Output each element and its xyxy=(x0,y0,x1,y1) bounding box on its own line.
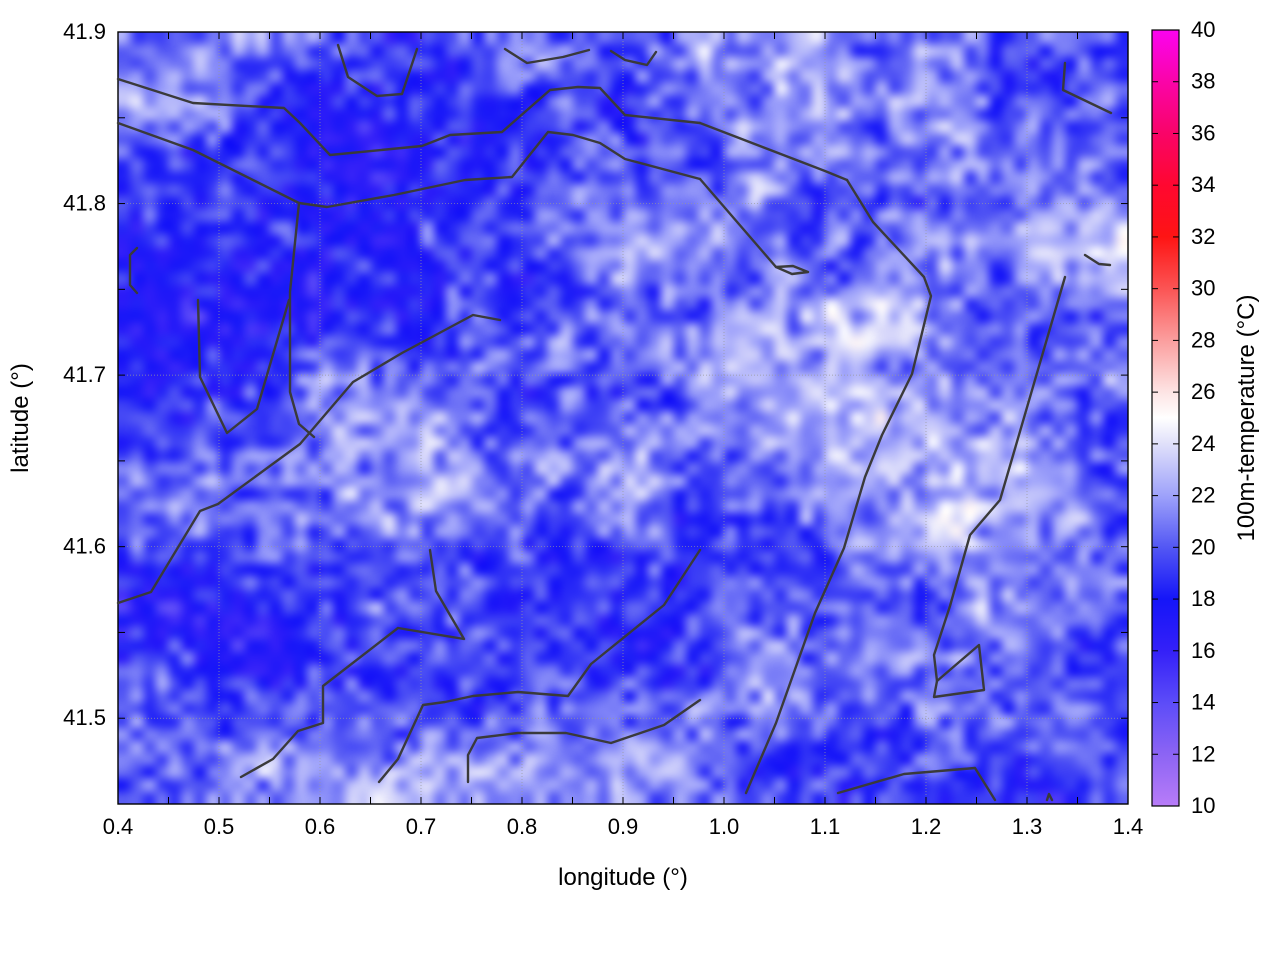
svg-text:41.9: 41.9 xyxy=(63,19,106,44)
svg-text:14: 14 xyxy=(1191,690,1215,715)
svg-text:0.8: 0.8 xyxy=(507,814,538,839)
svg-text:0.9: 0.9 xyxy=(608,814,639,839)
svg-text:0.6: 0.6 xyxy=(305,814,336,839)
svg-text:0.7: 0.7 xyxy=(406,814,437,839)
svg-text:12: 12 xyxy=(1191,741,1215,766)
svg-text:1.1: 1.1 xyxy=(810,814,841,839)
svg-text:24: 24 xyxy=(1191,431,1215,456)
svg-text:longitude (°): longitude (°) xyxy=(558,864,688,891)
svg-text:1.3: 1.3 xyxy=(1012,814,1043,839)
svg-text:32: 32 xyxy=(1191,224,1215,249)
svg-text:18: 18 xyxy=(1191,586,1215,611)
svg-text:30: 30 xyxy=(1191,276,1215,301)
svg-text:36: 36 xyxy=(1191,120,1215,145)
svg-text:41.7: 41.7 xyxy=(63,362,106,387)
svg-text:41.5: 41.5 xyxy=(63,705,106,730)
svg-text:16: 16 xyxy=(1191,638,1215,663)
svg-text:1.4: 1.4 xyxy=(1113,814,1144,839)
svg-text:40: 40 xyxy=(1191,17,1215,42)
svg-text:0.5: 0.5 xyxy=(204,814,235,839)
svg-text:26: 26 xyxy=(1191,379,1215,404)
svg-text:41.8: 41.8 xyxy=(63,191,106,216)
svg-text:38: 38 xyxy=(1191,69,1215,94)
svg-text:28: 28 xyxy=(1191,327,1215,352)
svg-text:100m-temperature (°C): 100m-temperature (°C) xyxy=(1233,294,1260,541)
svg-text:latitude (°): latitude (°) xyxy=(7,363,34,473)
svg-text:0.4: 0.4 xyxy=(103,814,134,839)
svg-text:41.6: 41.6 xyxy=(63,534,106,559)
svg-text:34: 34 xyxy=(1191,172,1215,197)
svg-text:20: 20 xyxy=(1191,534,1215,559)
svg-text:1.2: 1.2 xyxy=(911,814,942,839)
svg-text:10: 10 xyxy=(1191,793,1215,818)
svg-text:1.0: 1.0 xyxy=(709,814,740,839)
svg-text:22: 22 xyxy=(1191,483,1215,508)
